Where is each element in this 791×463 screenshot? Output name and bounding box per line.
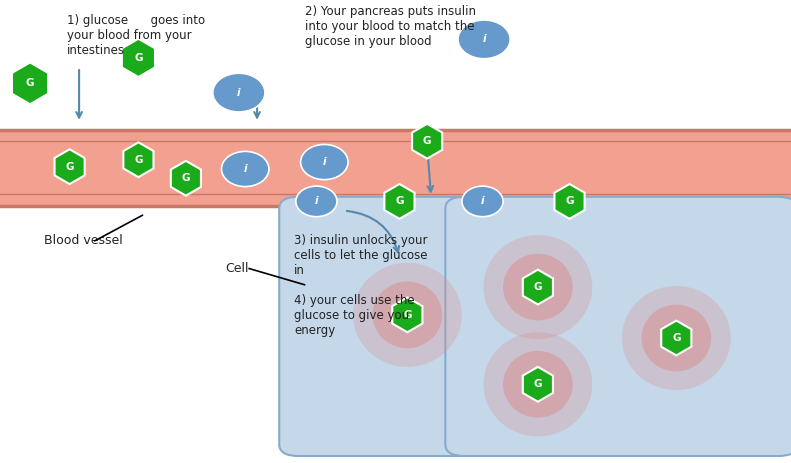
Polygon shape <box>122 39 155 77</box>
Polygon shape <box>392 297 422 332</box>
Polygon shape <box>523 367 553 402</box>
Ellipse shape <box>296 186 337 217</box>
Ellipse shape <box>503 254 573 320</box>
FancyBboxPatch shape <box>445 197 791 456</box>
Polygon shape <box>412 124 442 159</box>
Text: G: G <box>534 379 542 389</box>
Text: G: G <box>672 333 680 343</box>
Text: Blood vessel: Blood vessel <box>44 234 123 247</box>
Ellipse shape <box>483 332 592 436</box>
Text: i: i <box>323 157 326 167</box>
Polygon shape <box>55 149 85 184</box>
Text: G: G <box>396 196 403 206</box>
Text: i: i <box>315 196 318 206</box>
Text: G: G <box>534 282 542 292</box>
Ellipse shape <box>458 20 510 59</box>
FancyBboxPatch shape <box>0 130 791 206</box>
Ellipse shape <box>353 263 462 367</box>
Text: i: i <box>244 164 247 174</box>
Text: G: G <box>403 310 411 320</box>
Text: i: i <box>483 34 486 44</box>
Ellipse shape <box>622 286 731 390</box>
Ellipse shape <box>642 305 711 371</box>
Text: G: G <box>134 53 142 63</box>
Text: 1) glucose      goes into
your blood from your
intestines: 1) glucose goes into your blood from you… <box>67 14 206 57</box>
Text: 2) Your pancreas puts insulin
into your blood to match the
glucose in your blood: 2) Your pancreas puts insulin into your … <box>305 5 475 48</box>
Polygon shape <box>554 184 585 219</box>
Polygon shape <box>384 184 414 219</box>
Polygon shape <box>661 320 691 356</box>
Ellipse shape <box>483 235 592 339</box>
Text: G: G <box>134 155 142 165</box>
Text: G: G <box>66 162 74 172</box>
Text: G: G <box>566 196 573 206</box>
Text: i: i <box>481 196 484 206</box>
Ellipse shape <box>373 282 442 348</box>
Text: G: G <box>26 78 34 88</box>
Text: G: G <box>423 136 431 146</box>
Polygon shape <box>12 63 48 104</box>
Ellipse shape <box>221 151 269 187</box>
Text: Cell: Cell <box>225 262 249 275</box>
Ellipse shape <box>503 351 573 418</box>
Text: G: G <box>182 173 190 183</box>
Ellipse shape <box>301 144 348 180</box>
Polygon shape <box>171 161 201 196</box>
FancyBboxPatch shape <box>279 197 481 456</box>
Polygon shape <box>123 142 153 177</box>
Ellipse shape <box>213 73 265 112</box>
Text: 3) insulin unlocks your
cells to let the glucose
in

4) your cells use the
gluco: 3) insulin unlocks your cells to let the… <box>294 234 428 337</box>
Polygon shape <box>523 269 553 305</box>
Text: i: i <box>237 88 240 98</box>
Ellipse shape <box>462 186 503 217</box>
